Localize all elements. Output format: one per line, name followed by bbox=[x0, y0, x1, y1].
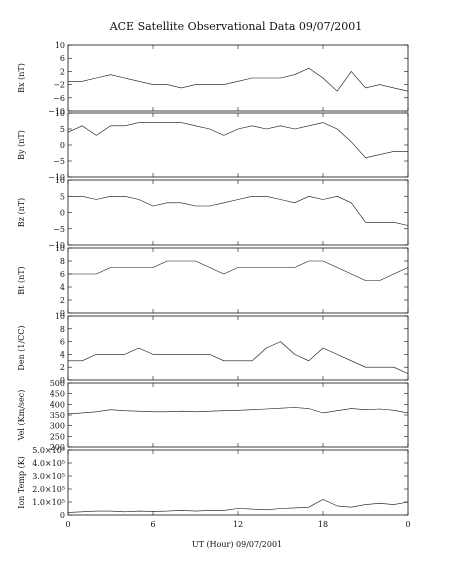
x-tick-label: 0 bbox=[65, 520, 70, 529]
y-tick-label: 4 bbox=[60, 350, 65, 359]
y-tick-label: 300 bbox=[50, 422, 65, 431]
panel: −10 −5 0 5 10 By (nT) bbox=[17, 109, 409, 182]
y-tick-label: −10 bbox=[48, 173, 65, 182]
y-axis-label: Bz (nT) bbox=[17, 198, 26, 227]
panel-frame bbox=[67, 112, 409, 178]
y-tick-label: −5 bbox=[53, 225, 65, 234]
y-tick-label: 6 bbox=[60, 270, 65, 279]
panel-frame bbox=[67, 247, 409, 314]
panel-frame bbox=[67, 449, 409, 516]
y-tick-label: 2 bbox=[60, 296, 65, 305]
y-tick-label: 350 bbox=[50, 411, 65, 420]
y-axis-label: Bt (nT) bbox=[17, 266, 26, 294]
y-tick-label: 6 bbox=[60, 338, 65, 347]
y-tick-label: 6 bbox=[60, 54, 65, 63]
y-tick-label: 0 bbox=[60, 141, 65, 150]
y-tick-label: 2 bbox=[60, 363, 65, 372]
y-tick-label: 8 bbox=[60, 325, 65, 334]
y-tick-label: 500 bbox=[50, 379, 65, 388]
y-axis-label: By (nT) bbox=[17, 130, 26, 160]
series-line bbox=[67, 122, 408, 159]
y-tick-label: 10 bbox=[55, 176, 65, 185]
panel-frame bbox=[67, 315, 409, 381]
y-tick-label: −6 bbox=[53, 94, 65, 103]
y-tick-label: 10 bbox=[55, 244, 65, 253]
y-tick-label: 10 bbox=[55, 312, 65, 321]
panels: −10 −6 −2 2 6 10 Bx (nT) −10 −5 0 5 10 By (nT) −10 −5 0… bbox=[17, 41, 409, 520]
panel-frame bbox=[67, 179, 409, 246]
panel: −10 −5 0 5 10 Bz (nT) bbox=[17, 176, 409, 250]
chart-title: ACE Satellite Observational Data 09/07/2… bbox=[109, 20, 363, 33]
x-tick-label: 18 bbox=[318, 520, 328, 529]
y-tick-label: 0 bbox=[60, 209, 65, 218]
y-tick-label: 0 bbox=[60, 511, 65, 520]
y-tick-label: 5 bbox=[60, 125, 65, 134]
y-tick-label: −10 bbox=[48, 107, 65, 116]
x-axis-label: UT (Hour) 09/07/2001 bbox=[192, 540, 282, 549]
panel-frame bbox=[67, 382, 409, 448]
y-tick-label: 4.0×10⁵ bbox=[32, 459, 65, 468]
y-tick-label: −10 bbox=[48, 241, 65, 250]
y-tick-label: −2 bbox=[53, 81, 65, 90]
x-axis: 0 6 12 18 0 bbox=[65, 520, 410, 529]
series-line bbox=[68, 341, 409, 374]
series-line bbox=[67, 499, 409, 513]
y-tick-label: 400 bbox=[50, 400, 65, 409]
y-tick-label: 1.0×10⁵ bbox=[32, 498, 65, 507]
y-axis-label: Vel (Km/sec) bbox=[17, 390, 26, 442]
y-tick-label: 10 bbox=[55, 109, 65, 118]
y-tick-label: 200 bbox=[50, 443, 65, 452]
series-line bbox=[68, 196, 409, 226]
y-axis-label: Den (1/CC) bbox=[17, 325, 26, 370]
y-tick-label: 2.0×10⁵ bbox=[32, 485, 65, 494]
series-line bbox=[67, 407, 409, 415]
y-axis-label: Bx (nT) bbox=[17, 63, 26, 93]
x-tick-label: 0 bbox=[405, 520, 410, 529]
panel: −10 −6 −2 2 6 10 Bx (nT) bbox=[17, 41, 409, 116]
y-tick-label: 4 bbox=[60, 283, 65, 292]
y-axis-label: Ion Temp (K) bbox=[17, 456, 26, 509]
y-tick-label: 5 bbox=[60, 192, 65, 201]
x-tick-label: 6 bbox=[150, 520, 155, 529]
y-tick-label: 8 bbox=[60, 257, 65, 266]
panel: 0 2 4 6 8 10 Den (1/CC) bbox=[17, 312, 409, 385]
y-tick-label: 450 bbox=[50, 390, 65, 399]
y-tick-label: 5.0×10⁵ bbox=[32, 446, 65, 455]
series-line bbox=[68, 260, 409, 281]
series-line bbox=[68, 67, 409, 92]
y-tick-label: 0 bbox=[60, 309, 65, 318]
y-tick-label: 2 bbox=[60, 67, 65, 76]
x-tick-label: 12 bbox=[233, 520, 243, 529]
panel: 0 2 4 6 8 10 Bt (nT) bbox=[17, 244, 409, 318]
y-tick-label: 10 bbox=[55, 41, 65, 50]
y-tick-label: 0 bbox=[60, 376, 65, 385]
panel: 0 1.0×10⁵ 2.0×10⁵ 3.0×10⁵ 4.0×10⁵ 5.0×10⁵ Ion … bbox=[17, 446, 409, 520]
y-tick-label: 3.0×10⁵ bbox=[32, 472, 65, 481]
y-tick-label: −5 bbox=[53, 157, 65, 166]
y-tick-label: 250 bbox=[50, 432, 65, 441]
